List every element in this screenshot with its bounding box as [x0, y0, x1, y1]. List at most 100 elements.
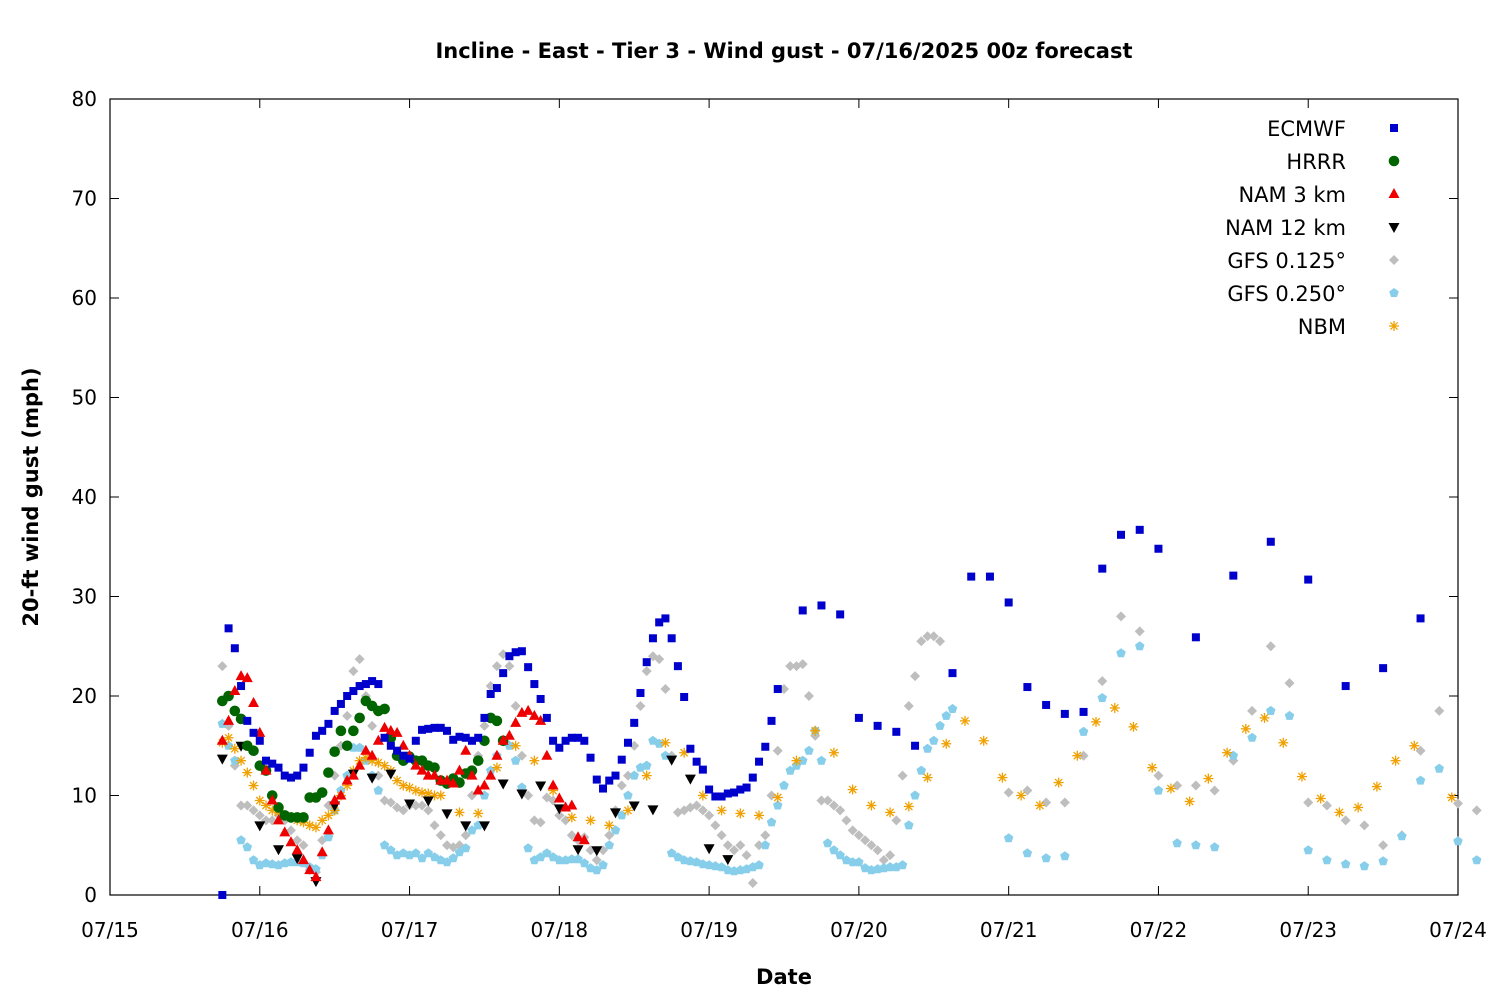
- y-axis: 0 10 20 30 40 50 60 70 80: [72, 87, 1458, 907]
- data-point: [1240, 723, 1251, 734]
- data-point: [630, 718, 639, 727]
- data-point: [241, 672, 253, 683]
- data-point: [572, 845, 584, 856]
- data-point: [1471, 805, 1482, 816]
- legend-marker: [1389, 321, 1399, 331]
- data-point: [229, 705, 241, 717]
- data-point: [1116, 648, 1126, 658]
- data-point: [1117, 530, 1125, 539]
- data-point: [323, 767, 334, 778]
- data-point: [266, 794, 278, 805]
- data-point: [1098, 564, 1107, 573]
- data-point: [754, 860, 764, 870]
- data-point: [1154, 544, 1163, 553]
- data-point: [542, 713, 551, 722]
- data-point: [223, 714, 235, 725]
- data-point: [323, 810, 334, 821]
- data-point: [705, 785, 714, 794]
- x-axis: 07/15 07/16 07/17 07/18 07/19 07/20 07/21 07/22…: [81, 99, 1487, 942]
- data-point: [1303, 797, 1314, 808]
- data-point: [766, 817, 777, 827]
- legend-label: ECMWF: [1267, 117, 1346, 141]
- data-point: [628, 801, 640, 812]
- data-point: [692, 757, 701, 766]
- data-point: [661, 614, 670, 623]
- data-point: [460, 830, 471, 841]
- data-point: [217, 718, 228, 728]
- data-point: [697, 805, 708, 816]
- data-point: [536, 694, 545, 703]
- data-point: [1378, 856, 1388, 866]
- data-point: [611, 771, 620, 780]
- data-point: [1097, 676, 1108, 687]
- data-point: [360, 744, 372, 755]
- data-point: [229, 743, 240, 754]
- legend-label: GFS 0.250°: [1227, 282, 1346, 306]
- data-point: [1134, 626, 1145, 637]
- data-point: [274, 763, 283, 772]
- data-point: [1303, 845, 1313, 855]
- data-point: [299, 763, 308, 772]
- data-point: [435, 830, 446, 841]
- data-point: [730, 788, 739, 797]
- data-point: [822, 795, 833, 806]
- data-point: [423, 805, 434, 816]
- data-point: [1304, 575, 1313, 584]
- data-point: [1259, 712, 1270, 723]
- data-point: [505, 652, 514, 661]
- data-point: [772, 745, 783, 756]
- data-point: [467, 736, 476, 745]
- data-point: [516, 750, 527, 761]
- data-point: [461, 733, 470, 742]
- data-point: [604, 820, 615, 831]
- data-point: [453, 764, 465, 775]
- data-point: [291, 854, 303, 865]
- data-point: [1334, 807, 1345, 818]
- data-point: [853, 830, 864, 841]
- data-point: [1284, 678, 1295, 689]
- y-tick-label: 0: [84, 883, 97, 907]
- data-point: [491, 715, 503, 727]
- x-tick-label: 07/17: [381, 918, 439, 942]
- data-point: [317, 815, 328, 826]
- data-point: [510, 755, 521, 765]
- data-point: [485, 769, 497, 780]
- data-point: [866, 840, 877, 851]
- x-tick-label: 07/22: [1130, 918, 1188, 942]
- data-point: [385, 797, 396, 808]
- data-point: [854, 713, 863, 722]
- data-point: [686, 744, 695, 753]
- data-point: [698, 765, 707, 774]
- legend-marker: [1389, 288, 1399, 297]
- data-point: [286, 857, 296, 867]
- y-tick-label: 20: [72, 684, 97, 708]
- data-point: [262, 756, 271, 765]
- data-point: [441, 809, 453, 820]
- data-point: [216, 734, 228, 745]
- data-point: [897, 770, 908, 781]
- data-point: [935, 636, 946, 647]
- data-point: [892, 727, 901, 736]
- data-point: [316, 787, 328, 798]
- data-point: [216, 754, 228, 765]
- data-point: [223, 732, 234, 743]
- data-point: [641, 760, 652, 770]
- data-point: [430, 723, 439, 732]
- data-point: [491, 749, 503, 760]
- data-point: [379, 760, 390, 771]
- data-point: [541, 749, 553, 760]
- x-tick-label: 07/21: [980, 918, 1038, 942]
- data-point: [747, 878, 758, 889]
- data-point: [522, 704, 534, 715]
- data-point: [1340, 859, 1351, 869]
- data-point: [523, 790, 534, 801]
- data-point: [478, 779, 490, 790]
- data-point: [1247, 732, 1257, 742]
- data-point: [1053, 777, 1064, 788]
- data-point: [510, 740, 521, 751]
- data-point: [798, 606, 807, 615]
- y-tick-label: 10: [72, 784, 97, 808]
- data-point: [385, 724, 397, 735]
- data-point: [528, 709, 540, 720]
- data-point: [704, 810, 715, 821]
